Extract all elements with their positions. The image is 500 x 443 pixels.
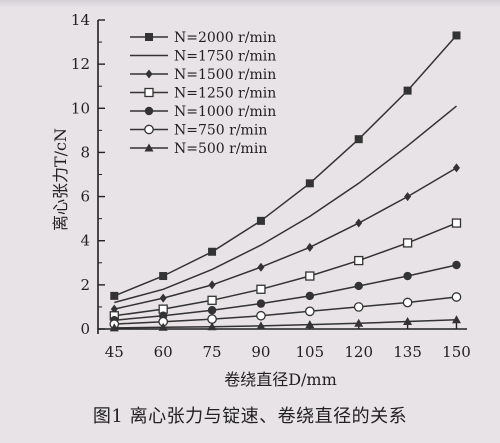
data-point [256,310,266,321]
data-point [208,247,217,256]
legend-marker [144,106,154,116]
legend-marker [144,87,154,98]
data-point [305,179,314,188]
x-tick-label: 75 [203,343,222,361]
data-point [256,321,266,330]
figure-caption: 图1 离心张力与锭速、卷绕直径的关系 [92,406,408,427]
x-tick-label: 90 [251,343,270,361]
data-point [404,192,412,202]
y-tick-label: 10 [71,99,90,117]
x-tick-label: 105 [296,343,325,361]
data-point [451,218,462,228]
legend-marker [145,33,153,41]
y-tick-label: 14 [71,11,90,29]
data-point [403,316,413,325]
data-point [451,315,461,324]
data-point [403,86,412,95]
legend-marker [144,143,154,152]
data-point [403,271,412,281]
y-tick-label: 0 [80,320,90,338]
data-point [355,218,363,228]
y-tick-label: 2 [80,276,90,294]
series-line [114,167,457,310]
data-point [256,284,266,294]
x-axis-label: 卷绕直径D/mm [224,370,337,389]
data-point [207,314,217,324]
x-tick-label: 135 [393,343,422,361]
data-point [158,322,168,331]
x-tick-label: 120 [344,343,373,361]
data-point [354,318,364,327]
y-tick-label: 8 [80,143,90,161]
series-line [114,296,457,325]
data-point [452,260,461,270]
data-point [159,293,167,303]
y-tick-label: 12 [71,55,90,73]
legend-entry: N=1750 r/min [174,49,276,65]
series-line [114,318,457,329]
series-1500 [110,163,460,314]
line-chart: 0 2 4 6 8 10 12 14 45 60 75 90 105 120 135 150 卷绕直径D/mm 离… [51,11,471,389]
series-line [114,222,457,317]
legend-marker [145,69,153,79]
data-point [256,299,266,308]
y-tick-label: 6 [80,188,90,206]
data-point [402,297,413,308]
data-point [402,238,413,248]
data-point [354,255,364,266]
data-point [353,302,364,312]
data-point [159,272,168,281]
series-2000 [110,31,461,300]
y-axis-label: 离心张力T/cN [51,128,70,231]
data-point [306,242,314,252]
legend-entry: N=1000 r/min [174,104,276,120]
data-point [354,281,363,291]
legend-entry: N=750 r/min [174,123,267,139]
data-point [354,135,363,144]
data-point [304,306,315,317]
data-point [305,291,315,301]
legend: N=2000 r/min N=1750 r/min N=1500 r/min N=12… [130,30,276,157]
series-1250 [109,218,462,321]
series-1000 [110,260,461,325]
legend-entry: N=500 r/min [174,141,267,157]
y-tick-label: 4 [80,232,90,250]
series-750 [109,292,462,329]
data-point [110,291,119,300]
series-500 [109,315,461,332]
data-point [257,262,265,272]
legend-entry: N=1500 r/min [174,67,276,83]
series-line [114,264,457,321]
series-line [114,34,458,297]
x-tick-label: 150 [442,343,471,361]
data-point [109,323,119,332]
data-point [452,31,461,40]
data-point [451,292,462,302]
series-1750 [114,105,457,304]
data-point [256,216,265,225]
data-point [208,280,216,290]
data-point [452,163,460,173]
data-point [305,320,315,329]
legend-marker [144,124,154,135]
data-point [207,322,217,331]
legend-entry: N=2000 r/min [174,30,276,46]
x-tick-label: 45 [105,343,124,361]
x-tick-label: 60 [154,343,173,361]
data-point [207,295,217,305]
data-point [305,271,315,281]
legend-entry: N=1250 r/min [174,86,276,102]
series-line [114,105,457,304]
data-point [207,306,217,315]
